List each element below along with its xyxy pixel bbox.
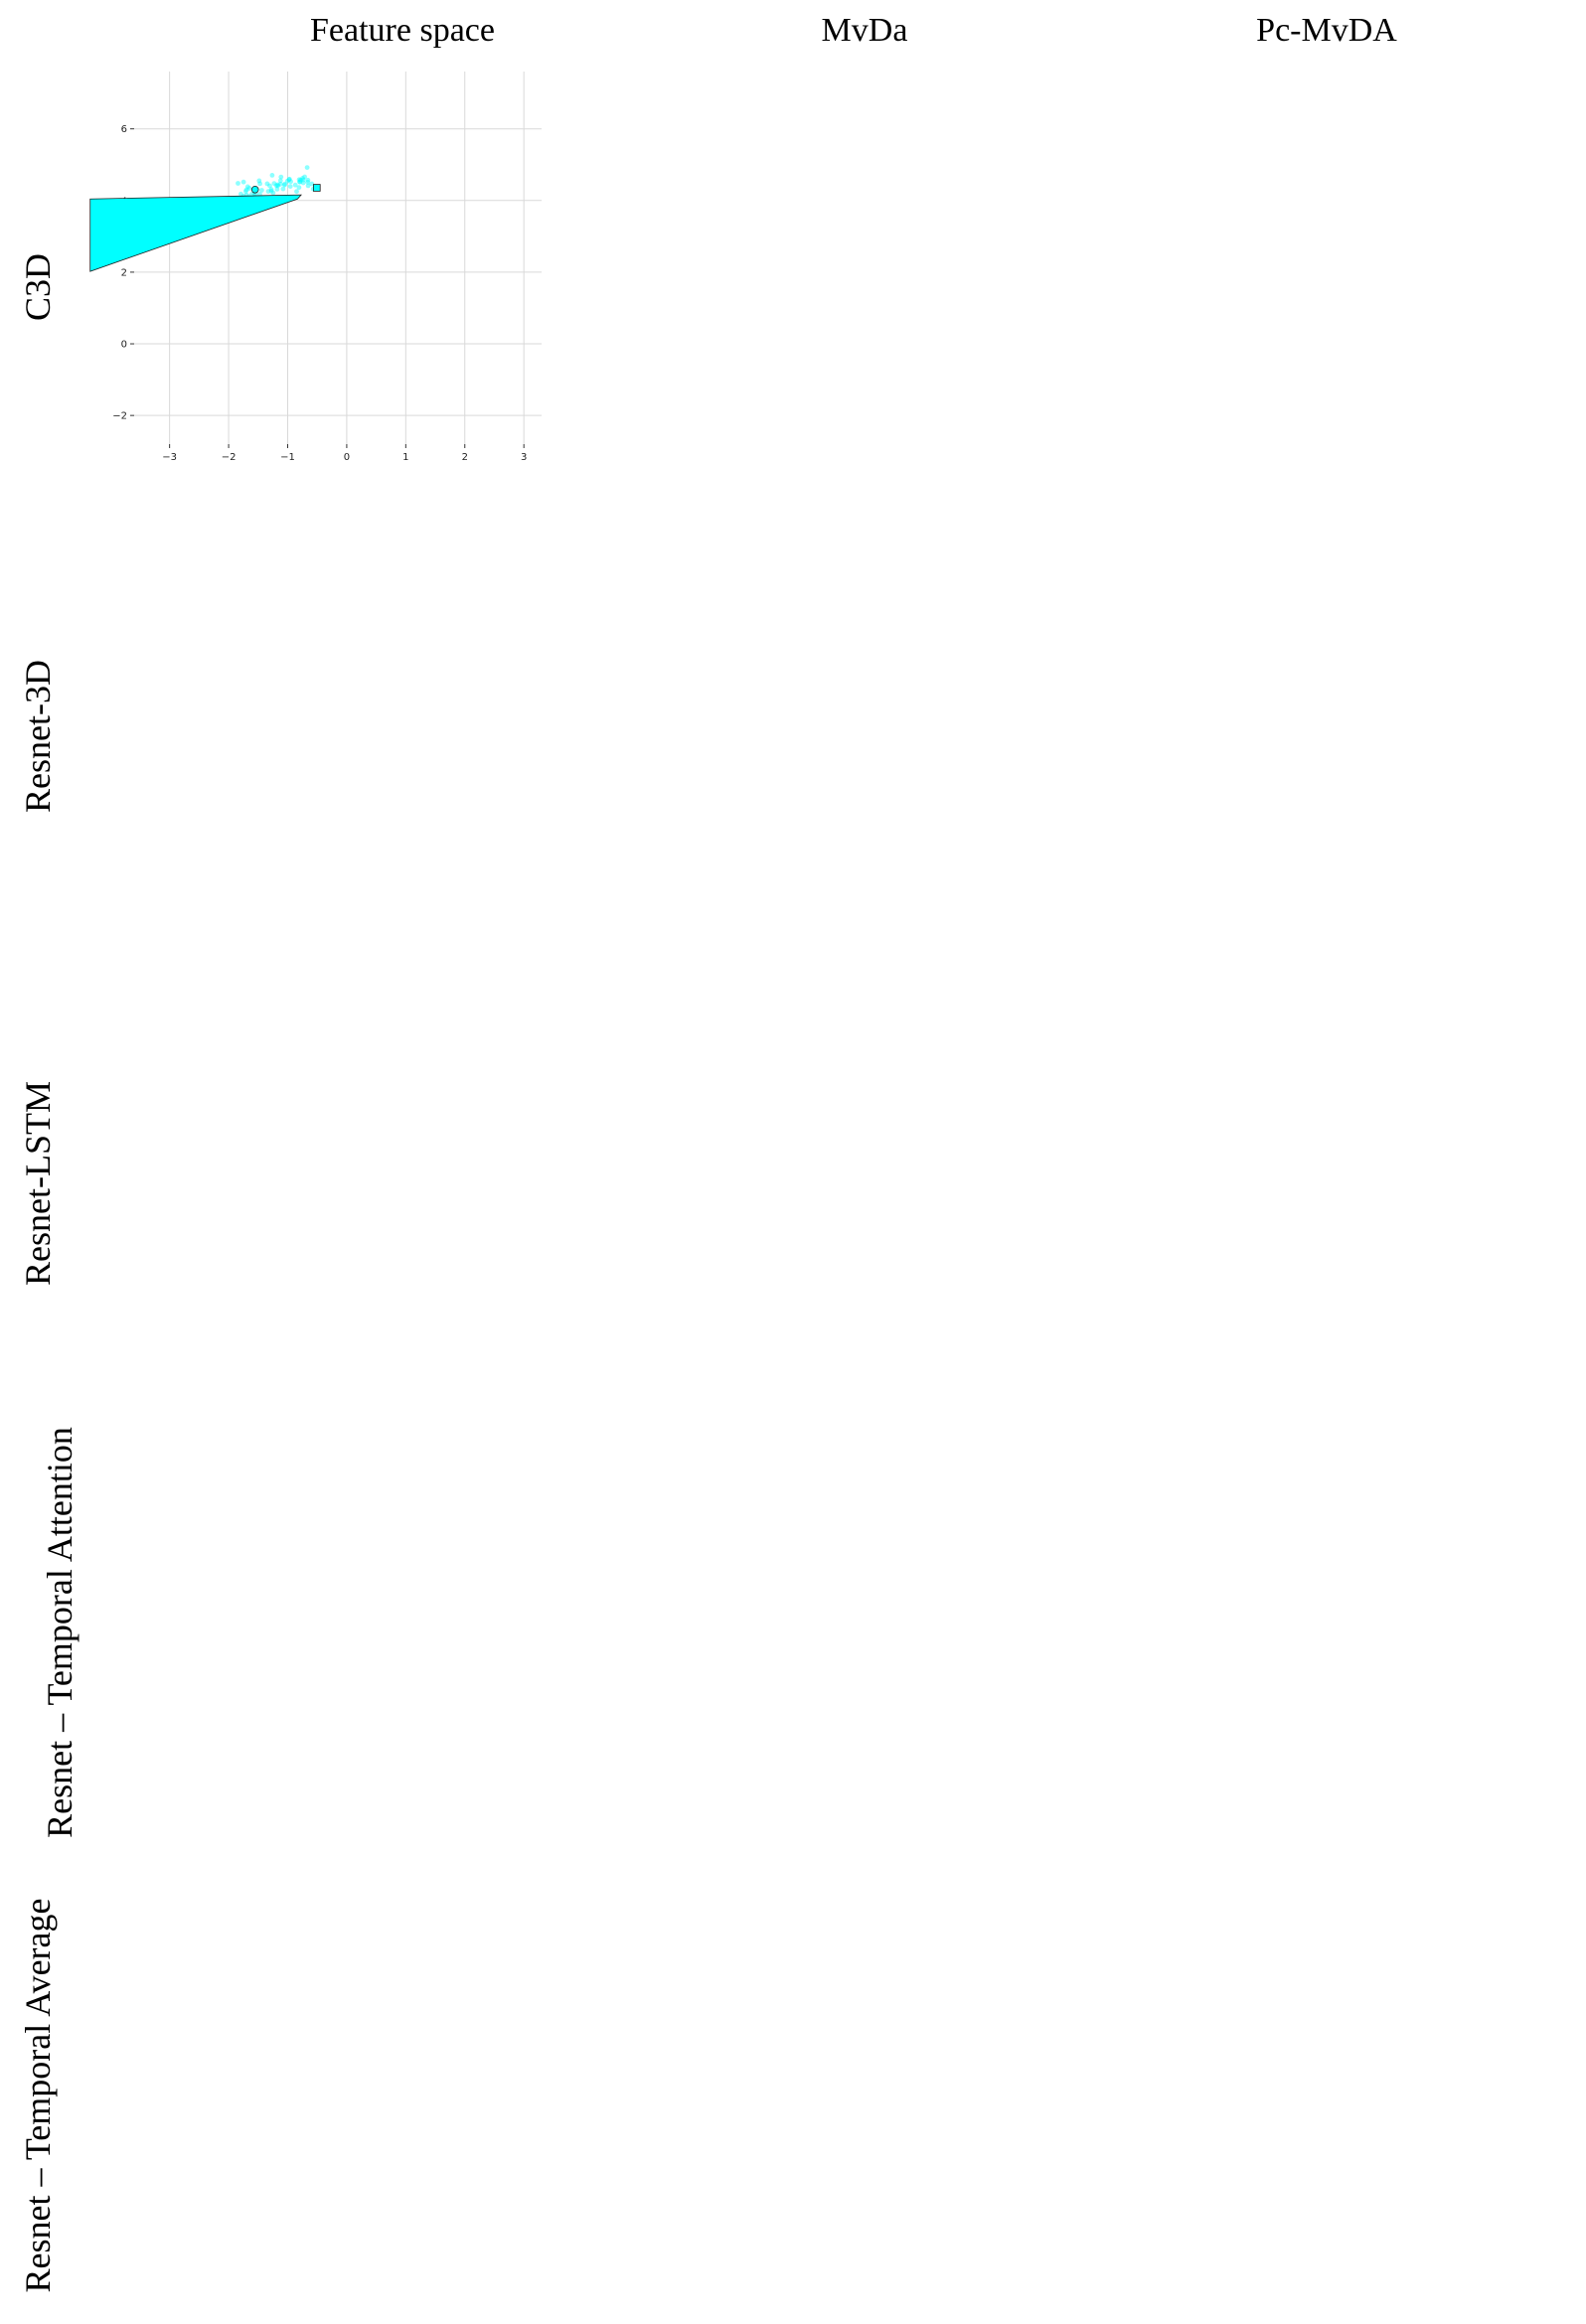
train-point	[287, 184, 293, 189]
train-point	[271, 181, 277, 186]
test-point	[312, 184, 321, 192]
train-point	[268, 187, 274, 193]
train-point	[242, 189, 248, 194]
x-tick-label: 1	[402, 452, 408, 463]
train-point	[300, 180, 306, 186]
train-point	[273, 183, 279, 189]
train-point	[256, 178, 262, 184]
train-point	[259, 188, 264, 193]
row-label-resnet-lstm: Resnet-LSTM	[18, 1081, 58, 1286]
train-point	[278, 174, 284, 180]
train-point	[284, 178, 290, 184]
row-label-c3d: C3D	[18, 253, 58, 322]
train-point	[294, 189, 299, 195]
train-point	[275, 182, 280, 188]
y-tick-label: −2	[112, 411, 127, 422]
train-point	[249, 192, 254, 197]
train-point	[268, 188, 274, 194]
train-point	[264, 181, 270, 187]
train-point	[305, 177, 311, 183]
row-label-temporal-attention: Resnet – Temporal Attention	[40, 1427, 79, 1838]
train-point	[246, 186, 252, 191]
x-tick-label: −3	[162, 452, 177, 463]
train-point	[274, 187, 280, 192]
train-point	[286, 177, 292, 183]
scatter-points	[89, 165, 321, 272]
train-point	[304, 165, 310, 170]
row-label-temporal-average: Resnet – Temporal Average	[18, 1898, 58, 2293]
train-point	[292, 182, 298, 188]
x-tick-label: 3	[521, 452, 527, 463]
train-point	[257, 181, 262, 187]
train-point	[297, 179, 302, 185]
column-header-feature-space: Feature space	[310, 12, 495, 49]
column-header-mvda: MvDa	[821, 12, 908, 49]
train-point	[270, 190, 276, 196]
train-point	[296, 177, 302, 183]
train-point	[297, 179, 303, 185]
x-tick-label: −2	[222, 452, 237, 463]
train-point	[244, 184, 250, 190]
train-point	[236, 181, 240, 186]
train-point	[243, 187, 249, 193]
train-point	[277, 181, 283, 187]
train-point	[288, 179, 293, 185]
train-point	[280, 186, 286, 192]
x-tick-label: −1	[280, 452, 295, 463]
train-point	[298, 177, 303, 183]
row-label-resnet-3d: Resnet-3D	[18, 660, 58, 813]
train-point	[277, 178, 283, 184]
train-point	[282, 182, 287, 188]
train-point	[282, 181, 287, 187]
test-point	[89, 194, 303, 272]
x-tick-label: 2	[462, 452, 468, 463]
train-point	[300, 176, 305, 181]
train-point	[305, 183, 311, 189]
train-point	[286, 176, 292, 182]
train-point	[267, 183, 272, 189]
train-point	[296, 185, 302, 191]
train-point	[269, 173, 275, 178]
test-point	[250, 186, 259, 194]
train-point	[265, 189, 271, 195]
train-point	[240, 179, 246, 185]
y-tick-label: 2	[121, 267, 127, 278]
y-tick-label: 6	[121, 124, 127, 135]
train-point	[300, 177, 306, 183]
train-point	[305, 179, 311, 185]
train-point	[309, 181, 315, 187]
x-tick-label: 0	[344, 452, 350, 463]
column-header-pc-mvda: Pc-MvDA	[1256, 12, 1397, 49]
y-tick-label: 0	[121, 340, 127, 351]
train-point	[275, 183, 280, 189]
train-point	[302, 174, 307, 180]
train-point	[238, 191, 243, 197]
